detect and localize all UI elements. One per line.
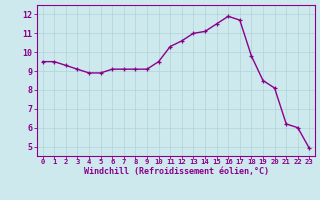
X-axis label: Windchill (Refroidissement éolien,°C): Windchill (Refroidissement éolien,°C) xyxy=(84,167,268,176)
